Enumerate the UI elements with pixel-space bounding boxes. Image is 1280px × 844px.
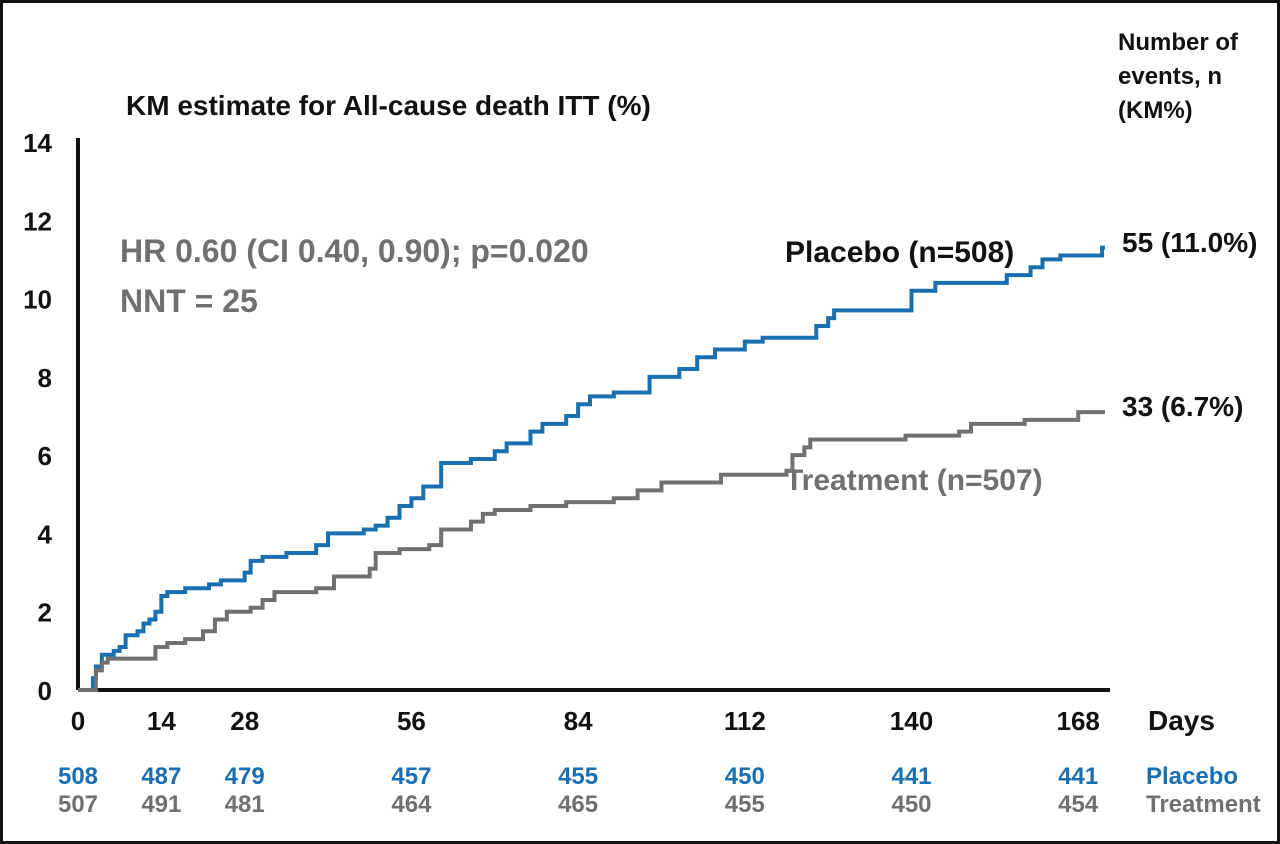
y-axis: 0 2 4 6 8 10 12 14 — [23, 128, 80, 706]
at-risk-row-label: Treatment — [1146, 791, 1261, 818]
at-risk-value: 491 — [141, 791, 181, 818]
nnt-annotation: NNT = 25 — [120, 283, 258, 319]
at-risk-value: 450 — [725, 763, 765, 790]
events-header-line-2: events, n — [1118, 63, 1222, 90]
at-risk-value: 441 — [1058, 763, 1098, 790]
events-header: Number of events, n (KM%) — [1118, 29, 1239, 124]
y-tick-label: 2 — [38, 598, 52, 628]
at-risk-value: 487 — [141, 763, 181, 790]
at-risk-value: 450 — [891, 791, 931, 818]
at-risk-value: 441 — [891, 763, 931, 790]
series-name-label: Treatment (n=507) — [785, 464, 1043, 497]
y-tick-label: 8 — [38, 363, 52, 393]
series-end-label: 55 (11.0%) — [1122, 227, 1257, 258]
x-tick-label: 84 — [564, 706, 593, 736]
y-tick-label: 14 — [23, 128, 52, 158]
series-line-placebo — [78, 245, 1105, 692]
hr-annotation: HR 0.60 (CI 0.40, 0.90); p=0.020 — [120, 233, 589, 269]
y-tick-label: 6 — [38, 441, 52, 471]
y-tick-label: 12 — [23, 206, 52, 236]
at-risk-value: 455 — [725, 791, 765, 818]
x-tick-label: 14 — [147, 706, 176, 736]
x-tick-label: 140 — [890, 706, 933, 736]
x-axis-label: Days — [1148, 705, 1215, 736]
x-tick-label: 112 — [724, 706, 766, 736]
at-risk-value: 457 — [391, 763, 431, 790]
at-risk-row-label: Placebo — [1146, 763, 1238, 790]
events-header-line-1: Number of — [1118, 29, 1239, 56]
chart-title: KM estimate for All-cause death ITT (%) — [126, 90, 651, 121]
y-tick-label: 10 — [23, 285, 52, 315]
x-tick-label: 0 — [71, 706, 85, 736]
at-risk-value: 455 — [558, 763, 598, 790]
y-tick-label: 4 — [38, 519, 53, 549]
events-header-line-3: (KM%) — [1118, 97, 1193, 124]
at-risk-value: 479 — [225, 763, 265, 790]
at-risk-value: 454 — [1058, 791, 1099, 818]
y-tick-label: 0 — [38, 676, 52, 706]
x-axis: 0 14 28 56 84 112 140 168 — [71, 688, 1110, 736]
series-end-label: 33 (6.7%) — [1122, 391, 1243, 422]
at-risk-value: 508 — [58, 763, 98, 790]
x-tick-label: 28 — [230, 706, 259, 736]
series-name-label: Placebo (n=508) — [785, 236, 1014, 269]
at-risk-value: 481 — [225, 791, 265, 818]
at-risk-value: 507 — [58, 791, 98, 818]
x-tick-label: 56 — [397, 706, 426, 736]
at-risk-value: 465 — [558, 791, 598, 818]
series-layer: Placebo (n=508) 55 (11.0%) Treatment (n=50… — [78, 227, 1257, 692]
at-risk-value: 464 — [391, 791, 432, 818]
series-line-treatment — [78, 410, 1105, 692]
x-tick-label: 168 — [1057, 706, 1100, 736]
